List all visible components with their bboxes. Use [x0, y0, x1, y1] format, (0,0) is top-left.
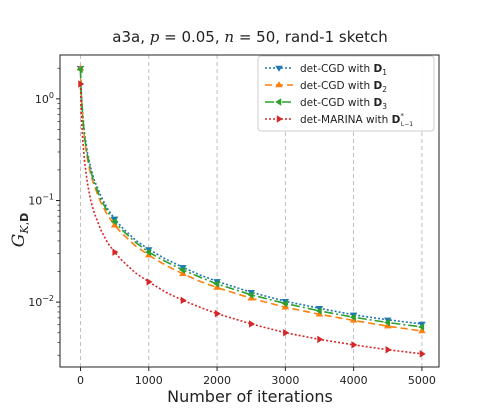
- legend-box: [257, 55, 435, 132]
- series-3-marker: [179, 266, 186, 274]
- legend-label-1: det-CGD with D1: [300, 63, 387, 77]
- series-4-marker: [214, 309, 221, 318]
- series-markers: [76, 64, 426, 358]
- chart-title-p-value: = 0.05,: [159, 28, 224, 46]
- series-3-marker: [384, 318, 391, 327]
- series-4-marker: [78, 80, 85, 88]
- series-line-1: [79, 68, 423, 325]
- legend-label-4: det-MARINA with D* L−1: [300, 112, 413, 128]
- y-axis-label-sub-k: K: [18, 225, 31, 235]
- series-4-marker: [385, 346, 392, 354]
- series-lines: [79, 68, 423, 355]
- legend-label-3: det-CGD with D3: [300, 97, 387, 111]
- legend: det-CGD with D1 det-CGD with D2 det-CGD wi…: [257, 55, 435, 132]
- series-3-marker: [110, 217, 117, 226]
- x-tick-label: 3000: [271, 374, 299, 387]
- x-tick-label: 4000: [340, 374, 368, 387]
- series-4-marker: [317, 335, 324, 344]
- y-axis: 100 10−1 10−2: [28, 67, 60, 356]
- y-axis-label: GK,D: [9, 213, 31, 247]
- chart-title-prefix: a3a,: [112, 28, 149, 46]
- series-4-marker: [112, 248, 119, 256]
- y-axis-label-main: G: [9, 234, 29, 248]
- x-tick-label: 1000: [135, 374, 163, 387]
- chart-title-n-value: = 50, rand-1 sketch: [234, 28, 388, 46]
- x-tick-label: 5000: [408, 374, 436, 387]
- series-4-marker: [180, 296, 187, 305]
- chart-title: a3a, p = 0.05, n = 50, rand-1 sketch: [112, 28, 387, 46]
- series-line-2: [79, 68, 423, 332]
- x-axis-label: Number of iterations: [167, 387, 333, 406]
- series-4-marker: [351, 341, 358, 349]
- legend-marker-1: [275, 65, 283, 72]
- y-axis-label-sub-sep: ,: [18, 222, 31, 226]
- series-3-marker: [145, 248, 151, 256]
- series-3-marker: [76, 65, 83, 74]
- x-tick-label: 2000: [203, 374, 231, 387]
- y-tick-label: 10−2: [28, 294, 54, 309]
- chart-title-n-symbol: n: [224, 28, 234, 46]
- series-4-marker: [146, 278, 153, 286]
- y-tick-label: 10−1: [28, 192, 54, 207]
- series-3-marker: [213, 280, 220, 288]
- chart-title-p-symbol: p: [150, 28, 160, 46]
- series-3-marker: [315, 307, 322, 315]
- legend-marker-4: [276, 115, 283, 123]
- y-tick-label: 100: [35, 91, 54, 106]
- series-line-3: [79, 69, 423, 328]
- legend-marker-2: [275, 81, 283, 88]
- x-axis: 0 1000 2000 3000 4000 5000: [77, 367, 436, 387]
- series-3-marker: [281, 299, 288, 308]
- series-4-marker: [248, 320, 255, 328]
- x-tick-label: 0: [77, 374, 84, 387]
- series-4-marker: [283, 328, 290, 337]
- legend-label-2: det-CGD with D2: [300, 80, 387, 94]
- series-4-marker: [419, 350, 426, 358]
- series-2-marker: [418, 327, 426, 334]
- y-axis-label-sub-d: D: [18, 213, 31, 222]
- plot-frame: [59, 54, 440, 368]
- series-3-marker: [247, 291, 254, 299]
- series-3-marker: [349, 313, 356, 321]
- series-3-marker: [418, 323, 425, 331]
- legend-marker-3: [275, 98, 282, 106]
